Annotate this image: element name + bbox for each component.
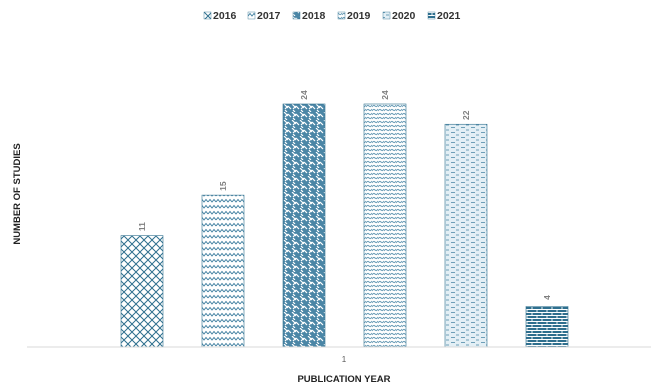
legend-label-2020: 2020 [392,10,416,22]
x-axis-title: PUBLICATION YEAR [297,374,390,385]
bar-2021 [525,306,569,348]
data-label-2016: 11 [137,222,147,231]
chart-legend: 2016 2017 2018 2019 2020 2021 [203,10,461,22]
data-label-2020: 22 [461,110,471,120]
legend-label-2018: 2018 [302,10,326,22]
legend-swatch-2020 [382,11,391,20]
legend-swatch-2019 [337,11,346,20]
legend-swatch-2016 [203,11,212,20]
legend-label-2021: 2021 [437,10,461,22]
x-tick-label: 1 [342,355,347,364]
bar-2018 [282,103,326,348]
legend-label-2019: 2019 [347,10,371,22]
data-label-2021: 4 [542,295,552,300]
legend-label-2017: 2017 [257,10,281,22]
data-label-group: 11 15 24 24 22 4 [137,90,552,300]
bar-group [120,103,569,348]
legend-swatch-2017 [247,11,256,20]
y-axis-title: NUMBER OF STUDIES [12,143,23,244]
legend-label-2016: 2016 [213,10,237,22]
bar-2016 [120,235,164,348]
data-label-2018: 24 [299,90,309,100]
data-label-2017: 15 [218,181,228,191]
bar-2017 [201,194,245,348]
data-label-2019: 24 [380,90,390,100]
bar-2020 [444,123,488,348]
bar-2019 [363,103,407,348]
legend-swatch-2021 [427,11,436,20]
legend-swatch-2018 [292,11,301,20]
